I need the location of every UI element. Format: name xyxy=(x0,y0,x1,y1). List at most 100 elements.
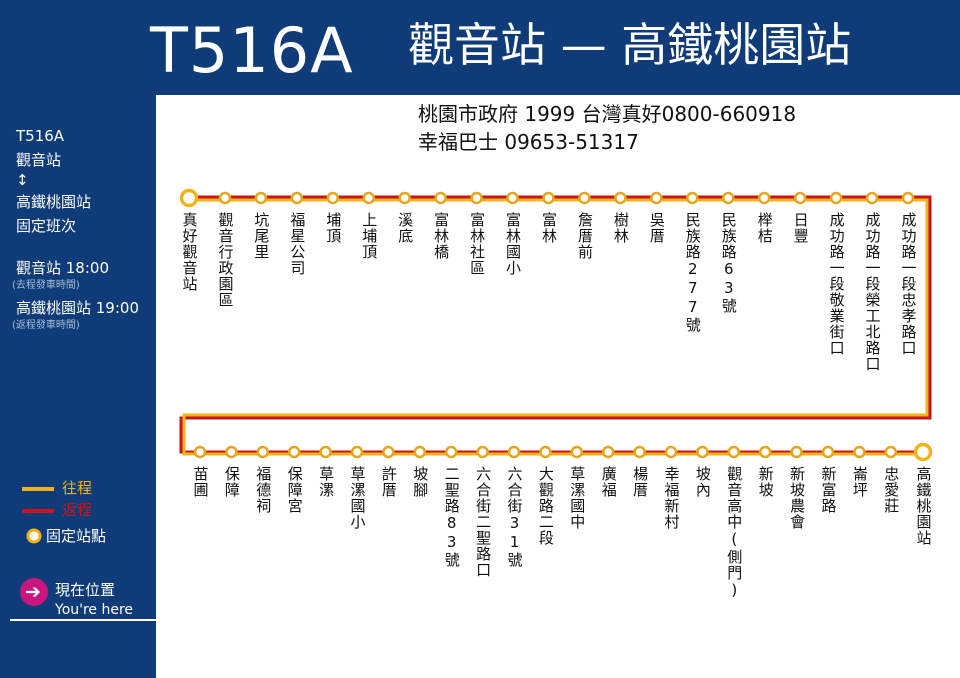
contact-line-2: 幸福巴士 09653-51317 xyxy=(418,130,639,154)
stop-marker xyxy=(319,445,332,459)
stop-label: 福德祠 xyxy=(254,466,273,514)
stop-label: 福星公司 xyxy=(288,212,307,276)
stop-marker xyxy=(578,191,591,205)
stop-marker xyxy=(290,191,304,205)
legend-outbound-line xyxy=(22,487,54,491)
stop-marker xyxy=(326,191,340,205)
departure-outbound-note: (去程發車時間) xyxy=(12,280,80,291)
stop-label: 富林 xyxy=(540,212,558,244)
stop-marker xyxy=(758,445,772,459)
stop-marker xyxy=(913,442,933,462)
departure-return: 高鐵桃園站 19:00 xyxy=(16,299,139,317)
stop-label: 草漯 xyxy=(317,466,336,498)
stop-marker xyxy=(287,445,301,459)
stop-label: 真好觀音站 xyxy=(180,212,199,292)
sidebar-destination: 高鐵桃園站 xyxy=(16,193,92,211)
stop-marker xyxy=(256,445,270,459)
stop-marker xyxy=(218,191,232,205)
stop-label: 坡腳 xyxy=(411,466,430,498)
legend-return-label: 返程 xyxy=(62,501,93,519)
legend-stop-label: 固定站點 xyxy=(46,527,107,545)
return-stop-markers xyxy=(193,442,933,462)
stop-label: 保障 xyxy=(222,466,241,498)
stop-label: 草漯國小 xyxy=(348,466,367,530)
stop-label: 富林橋 xyxy=(432,212,451,260)
stop-label: 幸福新村 xyxy=(662,466,681,530)
sidebar-origin: 觀音站 xyxy=(16,151,62,169)
stop-marker xyxy=(793,191,807,205)
stop-marker xyxy=(727,445,741,459)
stop-label: 樹林 xyxy=(611,212,630,244)
stop-marker xyxy=(853,445,866,459)
stop-label: 六合街二聖路口 xyxy=(474,466,493,578)
route-title: 觀音站 — 高鐵桃園站 xyxy=(408,18,852,72)
stop-marker xyxy=(884,445,898,459)
you-are-here-label: 現在位置 xyxy=(55,581,116,599)
stop-marker xyxy=(829,191,843,205)
stop-marker xyxy=(444,445,458,459)
stop-label: 坡內 xyxy=(693,466,712,498)
stop-label: 保障宮 xyxy=(285,466,304,514)
contact-line-1: 桃園市政府 1999 台灣真好0800-660918 xyxy=(418,102,797,126)
stop-marker xyxy=(350,445,364,459)
stop-marker xyxy=(539,445,552,459)
stop-label: 榉桔 xyxy=(755,212,774,244)
stop-label: 坑尾里 xyxy=(252,212,271,260)
stop-marker xyxy=(382,445,395,459)
stop-marker xyxy=(470,191,483,205)
stop-label: 新坡 xyxy=(756,466,775,498)
stop-marker xyxy=(686,191,699,205)
stop-label: 廣福 xyxy=(599,466,618,498)
stop-marker xyxy=(413,445,427,459)
stop-marker xyxy=(506,191,519,205)
stop-marker xyxy=(821,445,835,459)
legend-return-line xyxy=(22,509,54,513)
stop-label: 新富路 xyxy=(819,466,838,514)
stop-marker xyxy=(254,191,268,205)
stop-marker xyxy=(398,191,411,205)
stop-marker xyxy=(865,191,879,205)
map-background xyxy=(156,95,960,678)
you-are-here-label-en: You're here xyxy=(55,602,134,618)
stop-label: 民族路277號 xyxy=(683,212,702,333)
stop-marker xyxy=(179,188,199,208)
route-code: T516A xyxy=(150,14,354,87)
stop-label: 觀音行政園區 xyxy=(216,212,235,308)
stop-label: 六合街31號 xyxy=(505,466,524,568)
legend-outbound-label: 往程 xyxy=(62,479,93,497)
you-are-here-divider xyxy=(10,619,156,621)
stop-label: 高鐵桃園站 xyxy=(914,466,933,546)
you-are-here-icon: ➔ xyxy=(20,578,48,606)
departure-outbound: 觀音站 18:00 xyxy=(16,259,109,277)
stop-marker xyxy=(790,445,803,459)
sidebar xyxy=(0,0,156,678)
stop-label: 新坡農會 xyxy=(788,466,807,530)
header-band xyxy=(0,0,960,95)
stop-marker xyxy=(476,445,489,459)
stop-marker xyxy=(722,191,735,205)
stop-marker xyxy=(633,445,646,459)
stop-marker xyxy=(614,191,627,205)
stop-label: 忠愛莊 xyxy=(882,466,901,514)
stop-marker xyxy=(507,445,521,459)
stop-label: 富林國小 xyxy=(504,212,523,276)
stop-marker xyxy=(901,191,915,205)
stop-marker xyxy=(650,191,663,205)
sidebar-direction-arrow: ↕ xyxy=(16,171,29,189)
stop-label: 成功路一段榮工北路口 xyxy=(863,212,882,372)
stop-marker xyxy=(601,445,615,459)
return-route-line xyxy=(179,195,932,454)
stop-marker xyxy=(570,445,584,459)
stop-label: 日豐 xyxy=(791,212,810,244)
stop-label: 苗圃 xyxy=(191,466,210,498)
stop-label: 上埔頂 xyxy=(360,212,379,260)
stop-label: 埔頂 xyxy=(324,212,343,244)
stop-marker xyxy=(696,445,709,459)
stop-label: 溪底 xyxy=(396,212,415,244)
stop-marker xyxy=(362,191,375,205)
stop-marker xyxy=(193,445,207,459)
stop-label: 吳厝 xyxy=(647,212,666,244)
sidebar-route-code: T516A xyxy=(16,127,65,145)
stop-label: 大觀路二段 xyxy=(536,466,555,546)
